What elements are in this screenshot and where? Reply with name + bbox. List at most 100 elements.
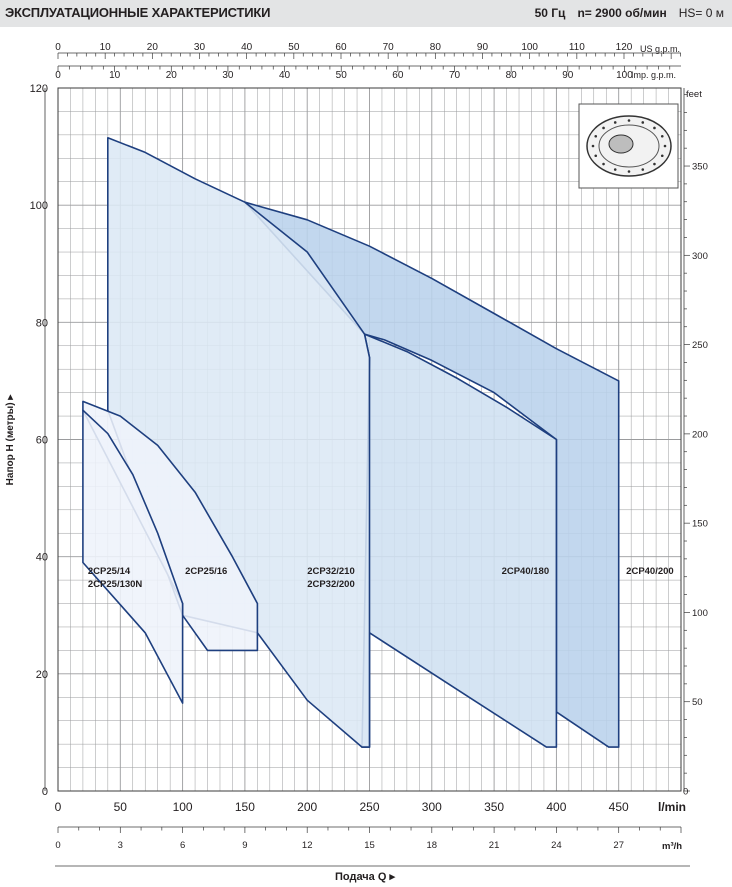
- us-gpm-tick-label: 100: [521, 42, 538, 53]
- y-tick-label: 120: [30, 83, 48, 95]
- imp-gpm-tick-label: 40: [279, 70, 291, 81]
- imp-gpm-tick-label: 70: [449, 70, 461, 81]
- x-tick-label: 150: [235, 800, 255, 814]
- impeller-bolt-icon: [613, 121, 617, 124]
- imp-gpm-tick-label: 90: [562, 70, 574, 81]
- feet-tick-label: 100: [692, 608, 708, 619]
- imp-gpm-tick-label: 10: [109, 70, 121, 81]
- impeller-bolt-icon: [663, 144, 667, 148]
- imp-gpm-tick-label: 0: [55, 70, 61, 81]
- imp-gpm-tick-label: 60: [392, 70, 404, 81]
- imp-gpm-tick-label: 80: [506, 70, 518, 81]
- feet-tick-label: 0: [683, 787, 688, 798]
- y-axis-title: Напор H (метры) ▸: [5, 394, 16, 486]
- frequency-label: 50 Гц: [534, 6, 566, 20]
- us-gpm-tick-label: 40: [241, 42, 253, 53]
- curve-area-2cp25-14: [82, 409, 184, 704]
- us-gpm-tick-label: 20: [147, 42, 159, 53]
- us-gpm-tick-label: 120: [616, 42, 633, 53]
- m3h-tick-label: 12: [302, 840, 313, 851]
- us-gpm-tick-label: 0: [55, 42, 61, 53]
- feet-tick-label: 350: [692, 162, 708, 173]
- impeller-bolt-icon: [641, 168, 645, 171]
- m3h-tick-label: 24: [551, 840, 562, 851]
- impeller-bolt-icon: [627, 119, 631, 122]
- us-gpm-axis-title: US g.p.m.: [640, 44, 680, 54]
- impeller-bolt-icon: [594, 134, 598, 138]
- series-label: 2CP25/16: [185, 566, 227, 577]
- imp-gpm-tick-label: 50: [336, 70, 348, 81]
- x-tick-label: 200: [297, 800, 317, 814]
- m3h-tick-label: 3: [118, 840, 123, 851]
- us-gpm-tick-label: 60: [335, 42, 347, 53]
- series-label: 2CP25/130N: [88, 579, 143, 590]
- series-label: 2CP32/210: [307, 566, 355, 577]
- feet-tick-label: 200: [692, 429, 708, 440]
- feet-axis-title: feet: [686, 89, 702, 100]
- operating-conditions: 50 Гц n= 2900 об/мин HS= 0 м: [535, 6, 724, 20]
- m3h-tick-label: 6: [180, 840, 185, 851]
- feet-tick-label: 250: [692, 340, 708, 351]
- impeller-bolt-icon: [591, 144, 595, 148]
- x-tick-label: 50: [114, 800, 128, 814]
- impeller-bolt-icon: [653, 126, 656, 130]
- chart-title: ЭКСПЛУАТАЦИОННЫЕ ХАРАКТЕРИСТИКИ: [5, 5, 271, 20]
- imp-gpm-axis-title: Imp. g.p.m.: [631, 70, 676, 80]
- us-gpm-tick-label: 30: [194, 42, 206, 53]
- imp-gpm-tick-label: 100: [616, 70, 633, 81]
- x-axis-unit-lmin: l/min: [658, 800, 686, 814]
- impeller-bolt-icon: [627, 170, 631, 173]
- series-label: 2CP32/200: [307, 579, 355, 590]
- imp-gpm-tick-label: 20: [166, 70, 178, 81]
- feet-tick-label: 150: [692, 519, 708, 530]
- impeller-bolt-icon: [594, 154, 598, 158]
- speed-label: n= 2900 об/мин: [577, 6, 667, 20]
- m3h-tick-label: 18: [427, 840, 438, 851]
- curve-area-2cp40-200: [244, 201, 620, 748]
- x-tick-label: 300: [422, 800, 442, 814]
- impeller-bolt-icon: [660, 154, 664, 158]
- feet-tick-label: 300: [692, 251, 708, 262]
- impeller-bolt-icon: [613, 168, 617, 171]
- us-gpm-tick-label: 110: [569, 42, 585, 53]
- us-gpm-tick-label: 80: [430, 42, 442, 53]
- x-tick-label: 400: [546, 800, 566, 814]
- x-tick-label: 250: [359, 800, 379, 814]
- impeller-hub-icon: [608, 134, 634, 154]
- y-tick-label: 0: [42, 786, 48, 798]
- suction-head-label: HS= 0 м: [678, 6, 724, 20]
- x-tick-label: 450: [609, 800, 629, 814]
- us-gpm-tick-label: 10: [100, 42, 112, 53]
- m3h-tick-label: 21: [489, 840, 500, 851]
- us-gpm-tick-label: 70: [383, 42, 395, 53]
- y-tick-label: 60: [36, 435, 48, 447]
- series-label: 2CP40/180: [502, 566, 550, 577]
- us-gpm-tick-label: 90: [477, 42, 489, 53]
- y-tick-label: 20: [36, 669, 48, 681]
- m3h-tick-label: 15: [364, 840, 375, 851]
- header-bar: [0, 0, 732, 27]
- plot-frame: [57, 87, 682, 792]
- x-tick-label: 100: [173, 800, 193, 814]
- impeller-bolt-icon: [602, 162, 605, 166]
- x-tick-label: 0: [55, 800, 62, 814]
- series-label: 2CP25/14: [88, 566, 131, 577]
- y-tick-label: 100: [30, 200, 48, 212]
- m3h-tick-label: 27: [613, 840, 624, 851]
- y-tick-label: 80: [36, 317, 48, 329]
- impeller-ring-icon: [598, 124, 660, 168]
- series-label: 2CP40/200: [626, 566, 674, 577]
- m3h-axis-title: m³/h: [662, 841, 682, 852]
- imp-gpm-tick-label: 30: [222, 70, 234, 81]
- us-gpm-tick-label: 50: [288, 42, 300, 53]
- x-tick-label: 350: [484, 800, 504, 814]
- m3h-tick-label: 9: [242, 840, 247, 851]
- impeller-bolt-icon: [641, 121, 645, 124]
- impeller-bolt-icon: [653, 162, 656, 166]
- x-axis-title: Подача Q ▸: [335, 871, 395, 883]
- impeller-bolt-icon: [602, 126, 605, 130]
- feet-tick-label: 50: [692, 697, 703, 708]
- y-tick-label: 40: [36, 552, 48, 564]
- m3h-tick-label: 0: [55, 840, 60, 851]
